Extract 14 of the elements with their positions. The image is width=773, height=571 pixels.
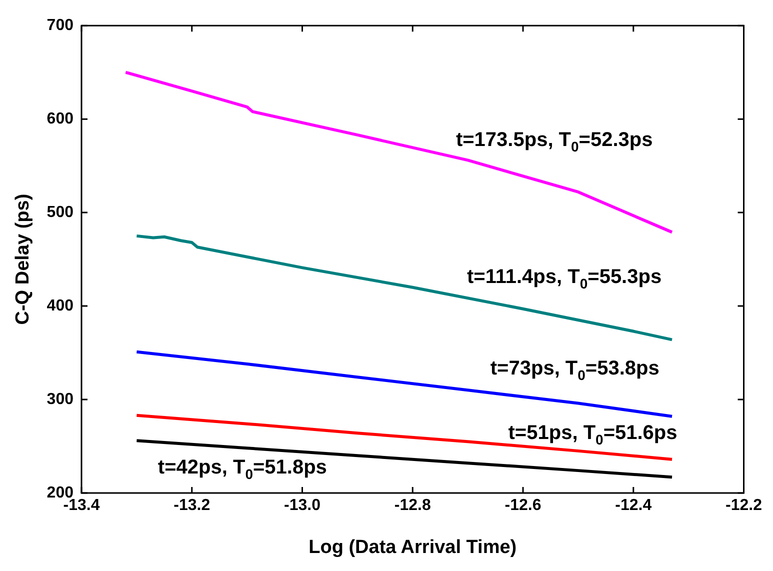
y-tick-label: 600 [46,110,74,128]
x-tick-label: -12.8 [394,497,431,514]
y-tick-label: 400 [46,297,74,314]
x-tick-label: -12.4 [615,497,652,514]
y-tick-label: 300 [46,390,74,408]
x-tick-label: -12.6 [504,497,542,514]
x-tick-label: -12.2 [726,497,762,514]
x-tick-label: -13.2 [174,497,210,514]
x-axis-title: Log (Data Arrival Time) [308,536,517,558]
y-axis-title: C-Q Delay (ps) [12,194,34,325]
y-tick-label: 500 [46,204,74,221]
x-tick-label: -13.4 [63,497,100,514]
x-tick-label: -13.0 [284,497,321,514]
y-tick-label: 700 [46,17,74,34]
